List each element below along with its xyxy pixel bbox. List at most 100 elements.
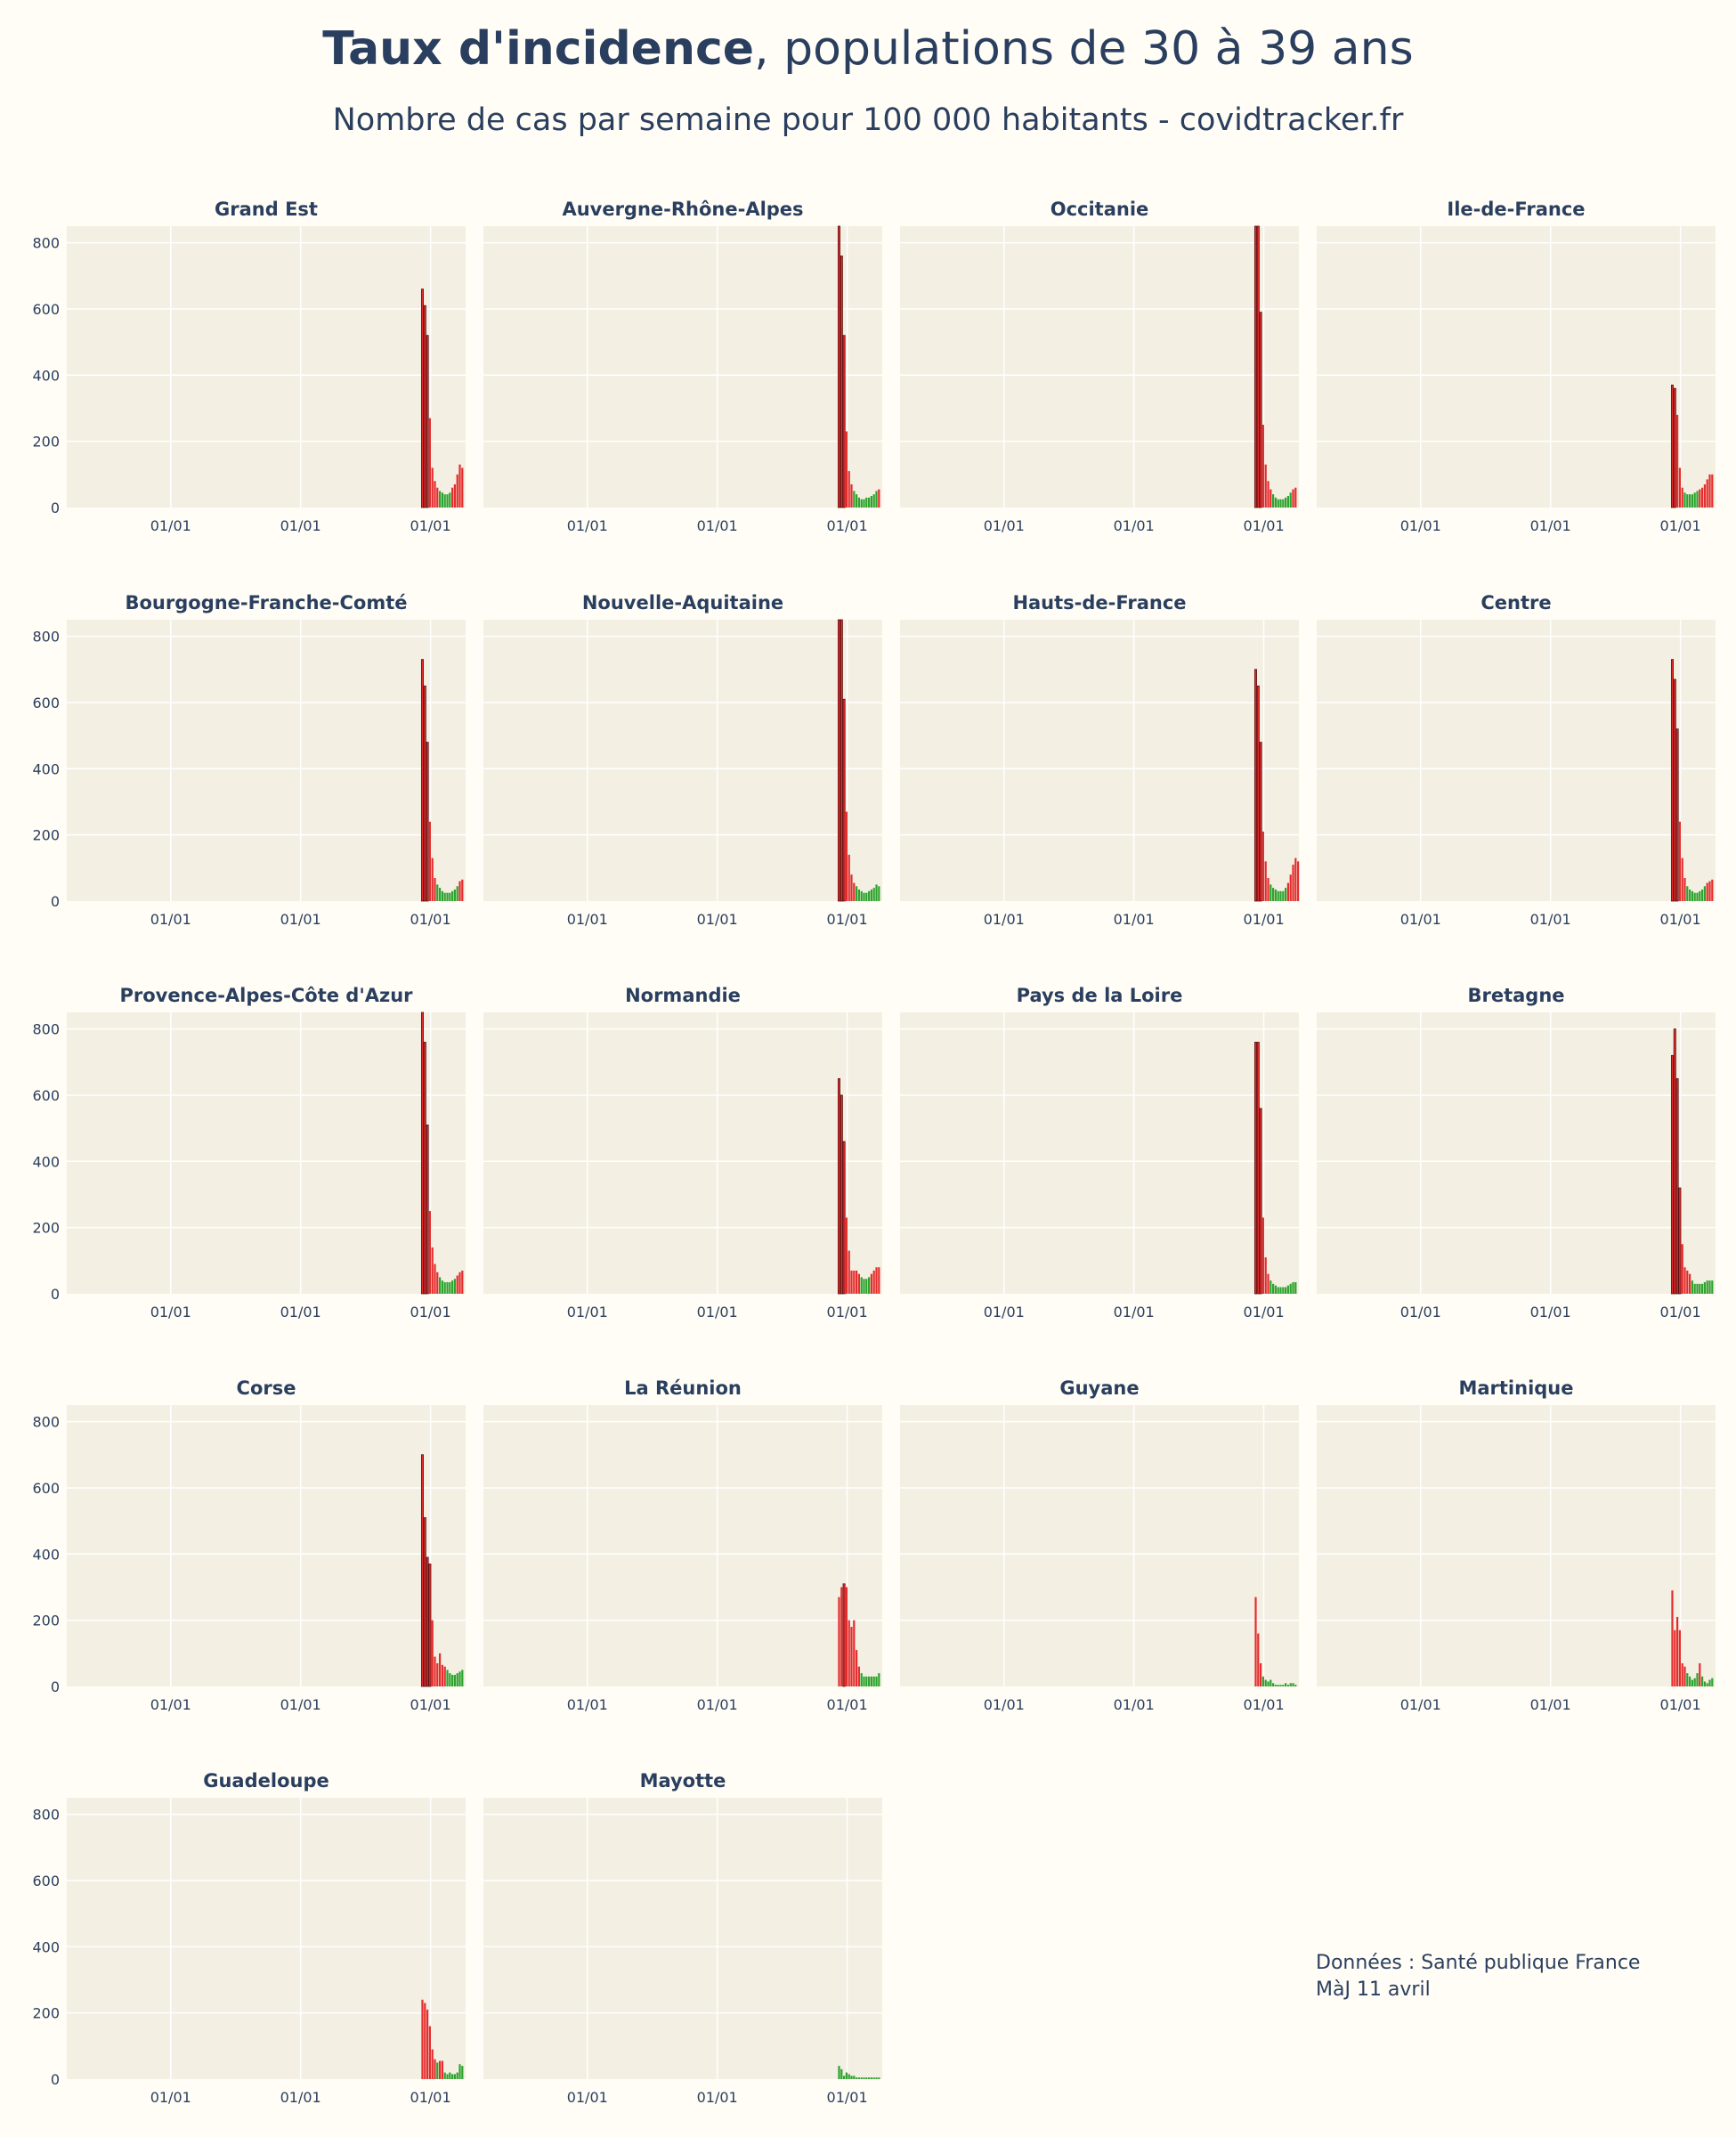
x-tick-label: 01/01 (984, 1304, 1025, 1320)
x-tick-label: 01/01 (984, 911, 1025, 928)
bar (870, 2077, 873, 2079)
bar (1696, 892, 1699, 901)
bar (443, 1666, 446, 1686)
bar (1256, 685, 1260, 902)
y-tick-label: 800 (32, 1414, 60, 1431)
bar (868, 2077, 871, 2079)
bar (434, 2059, 436, 2079)
updated-text: MàJ 11 avril (1316, 1979, 1431, 2001)
bar (860, 890, 863, 901)
bar (1282, 499, 1285, 508)
bar (461, 1670, 464, 1686)
panel-background (483, 1798, 882, 2079)
panel-title: Corse (237, 1377, 296, 1399)
bar (1285, 497, 1287, 508)
bar (878, 2077, 880, 2079)
bar (1683, 492, 1686, 508)
bar (845, 1587, 848, 1686)
bar (458, 1671, 461, 1686)
panel-2: Auvergne-Rhône-Alpes 01/01 01/01 01/01 (483, 199, 882, 534)
bar (845, 811, 848, 901)
bar (860, 2077, 863, 2079)
bar (1256, 1042, 1260, 1295)
bar (458, 881, 461, 901)
bar (1683, 1267, 1686, 1294)
panel-6: Nouvelle-Aquitaine 01/01 01/01 01/01 (483, 592, 882, 928)
bar (1688, 494, 1691, 508)
x-tick-label: 01/01 (1400, 517, 1441, 534)
y-tick-label: 0 (51, 500, 60, 516)
x-tick-label: 01/01 (1244, 1696, 1285, 1713)
bar (860, 499, 863, 508)
bar (1688, 889, 1691, 901)
x-tick-label: 01/01 (1530, 911, 1571, 928)
bar (1675, 1616, 1679, 1686)
x-tick-label: 01/01 (280, 1696, 321, 1713)
x-tick-label: 01/01 (567, 517, 608, 534)
y-tick-label: 800 (32, 1807, 60, 1824)
bar (1691, 494, 1694, 508)
source-text: Données : Santé publique France (1316, 1952, 1641, 1974)
bar (870, 495, 873, 508)
bar (853, 1270, 856, 1294)
bar (850, 874, 853, 901)
bar (1708, 1280, 1711, 1294)
x-tick-label: 01/01 (1530, 1304, 1571, 1320)
bar (1683, 877, 1686, 901)
y-tick-label: 400 (32, 1546, 60, 1563)
panel-title: Occitanie (1051, 199, 1149, 220)
x-tick-label: 01/01 (150, 517, 191, 534)
bar (837, 619, 840, 902)
bar (840, 1094, 843, 1295)
bar (865, 1279, 868, 1294)
y-tick-label: 800 (32, 1021, 60, 1038)
bar (1277, 499, 1279, 508)
bar (1279, 499, 1282, 508)
y-tick-label: 600 (32, 695, 60, 711)
bar (863, 499, 865, 508)
bar (1699, 1662, 1701, 1686)
panel-title: Nouvelle-Aquitaine (582, 592, 783, 613)
x-tick-label: 01/01 (1114, 517, 1155, 534)
bar (446, 494, 449, 508)
x-tick-label: 01/01 (1400, 911, 1441, 928)
bar (848, 1620, 850, 1686)
bar (1267, 877, 1270, 901)
bar (461, 879, 464, 901)
panel-title: Guyane (1059, 1377, 1139, 1399)
panel-background (483, 226, 882, 508)
bar (863, 1676, 865, 1686)
bar (1285, 1287, 1287, 1294)
bar (1678, 1629, 1681, 1686)
bar (875, 1676, 878, 1686)
bar (451, 1280, 454, 1294)
bar (428, 821, 431, 901)
y-tick-label: 800 (32, 629, 60, 646)
bar (850, 2076, 853, 2079)
bar (1686, 886, 1689, 901)
bar (449, 492, 451, 508)
bar (458, 2064, 461, 2079)
bar (461, 1270, 464, 1294)
bar (1277, 1287, 1279, 1294)
bar (1681, 1662, 1683, 1686)
bar (865, 1676, 868, 1686)
bar (1274, 1685, 1278, 1686)
bar (875, 2077, 878, 2079)
bar (1267, 1681, 1270, 1686)
bar (1297, 861, 1300, 901)
bar (863, 2077, 865, 2079)
bar (853, 2076, 856, 2079)
bar (857, 2077, 861, 2079)
bar (441, 2060, 444, 2079)
bar (441, 1664, 444, 1686)
bar (1289, 1283, 1292, 1294)
bar (1259, 742, 1262, 902)
bar (1670, 1054, 1674, 1295)
bar (870, 889, 873, 901)
bar (837, 225, 840, 508)
panel-8: Centre 01/01 01/01 01/01 (1317, 592, 1716, 928)
bar (1271, 494, 1275, 508)
bar (1688, 1676, 1691, 1686)
bar (842, 2076, 846, 2079)
